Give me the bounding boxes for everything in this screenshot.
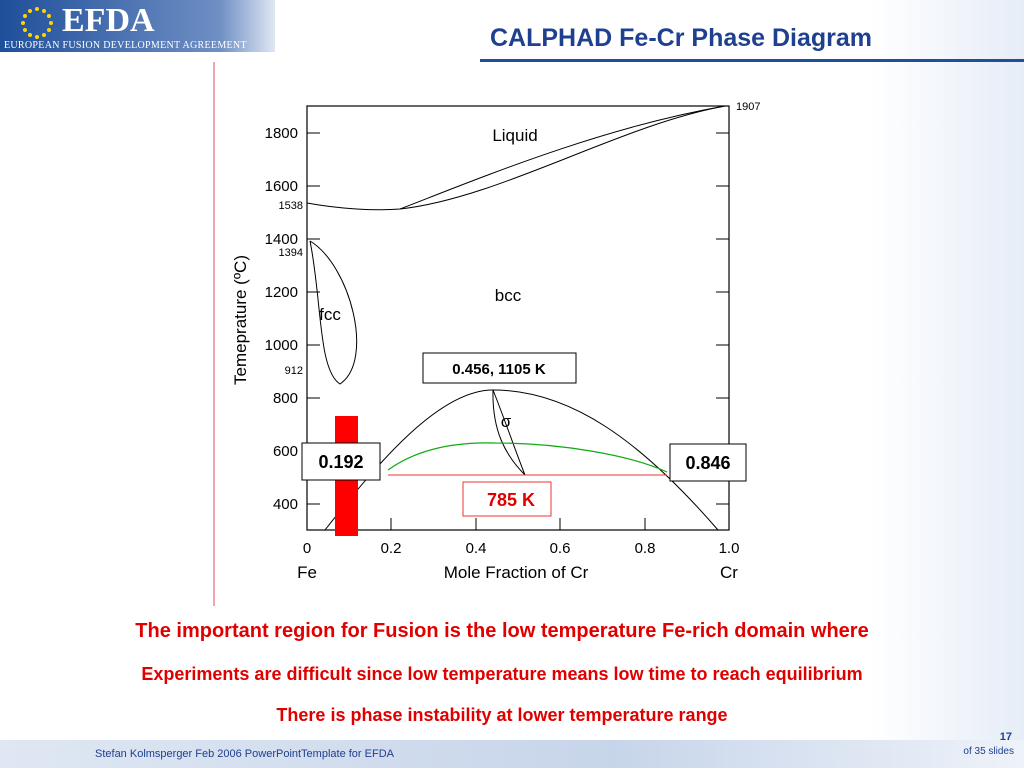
x-end-label: Fe — [297, 563, 317, 582]
y-ticks: 400 600 800 1000 1200 1400 1600 1800 — [265, 125, 298, 513]
organization: EUROPEAN FUSION DEVELOPMENT AGREEMENT — [4, 40, 247, 51]
y-tick-label: 600 — [273, 443, 298, 460]
special-label: 1538 — [279, 200, 303, 212]
callout: 0.192 — [318, 452, 363, 472]
page-total: of 35 slides — [963, 746, 1014, 757]
callout: 0.846 — [685, 453, 730, 473]
plot-frame — [306, 105, 730, 531]
region-label: bcc — [495, 286, 522, 305]
y-tick-label: 400 — [273, 496, 298, 513]
region-label: σ — [501, 412, 512, 431]
x-axis-label: Mole Fraction of Cr — [444, 563, 589, 582]
x-tick-label: 0.8 — [635, 540, 656, 557]
body-text: The important region for Fusion is the l… — [135, 620, 869, 642]
callout: 0.456, 1105 K — [452, 361, 546, 378]
x-tick-label: 0.4 — [466, 540, 487, 557]
y-tick-label: 1600 — [265, 178, 298, 195]
x-tick-label: 0 — [303, 540, 311, 557]
region-label: fcc — [319, 305, 341, 324]
callout-box — [462, 481, 552, 517]
logo-band — [0, 0, 275, 52]
callout-box — [422, 352, 577, 384]
special-label: 912 — [285, 365, 303, 377]
callout-box — [301, 442, 381, 481]
special-label: 1394 — [279, 247, 303, 259]
footer-band — [0, 740, 1024, 768]
special-label: 1907 — [736, 101, 760, 113]
body-text: There is phase instability at lower temp… — [276, 705, 728, 725]
slide-title: CALPHAD Fe-Cr Phase Diagram — [490, 24, 873, 52]
x-tick-label: 1.0 — [719, 540, 740, 557]
y-tick-label: 800 — [273, 390, 298, 407]
y-tick-label: 1200 — [265, 284, 298, 301]
logo-stars — [21, 7, 53, 39]
y-tick-label: 1400 — [265, 231, 298, 248]
title-rule — [480, 59, 1024, 62]
x-end-label: Cr — [720, 563, 738, 582]
green-boundary — [387, 442, 668, 473]
region-label: Liquid — [492, 126, 537, 145]
callout-box — [669, 443, 747, 482]
y-tick-label: 1800 — [265, 125, 298, 142]
x-tick-label: 0.6 — [550, 540, 571, 557]
y-tick-label: 1000 — [265, 337, 298, 354]
body-text: Experiments are difficult since low temp… — [141, 664, 863, 684]
callout: 785 K — [487, 490, 535, 510]
phase-diagram: 400 600 800 1000 1200 1400 1600 1800 190… — [213, 62, 761, 606]
page-number: 17 — [999, 731, 1012, 743]
footer-author: Stefan Kolmsperger Feb 2006 PowerPointTe… — [95, 748, 394, 760]
logo-text: EFDA — [62, 2, 155, 39]
x-ticks: 0 0.2 0.4 0.6 0.8 1.0 — [303, 540, 740, 557]
y-axis-label: Temeprature (ºC) — [231, 255, 250, 385]
x-tick-label: 0.2 — [381, 540, 402, 557]
